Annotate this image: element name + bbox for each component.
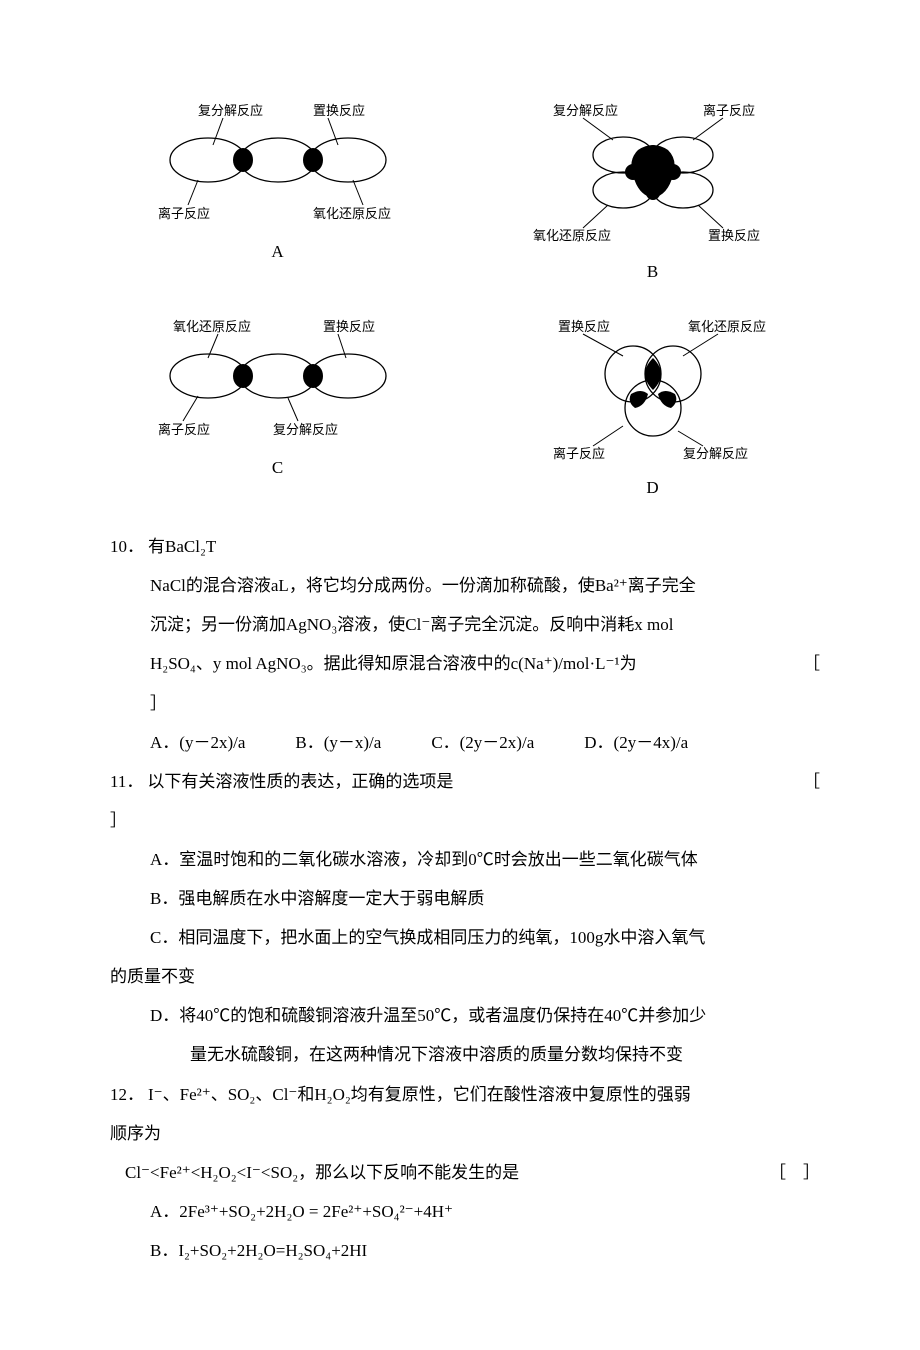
label: 置换反应	[708, 228, 760, 243]
q10-number: 10．	[110, 527, 144, 566]
page: 复分解反应 置换反应 离子反应 氧化还原反应 A 复分解反应 离子反应	[0, 0, 920, 1350]
q12-lead2: 顺序为	[110, 1114, 820, 1153]
diagram-letter: D	[485, 468, 820, 507]
q10-line2: 沉淀；另一份滴加AgNO₃溶液，使Cl⁻离子完全沉淀。反响中消耗x mol	[110, 605, 820, 644]
q11-number: 11．	[110, 762, 143, 801]
diagram-cell-d: 置换反应 氧化还原反应 离子反应 复分解反应 D	[485, 316, 820, 507]
diagram-grid: 复分解反应 置换反应 离子反应 氧化还原反应 A 复分解反应 离子反应	[110, 100, 820, 507]
question-11: 11． 以下有关溶液性质的表达，正确的选项是 ［	[110, 762, 820, 801]
diagram-d-svg: 置换反应 氧化还原反应 离子反应 复分解反应	[523, 316, 783, 466]
bracket: ［ ］	[769, 1153, 820, 1192]
q10-line1: NaCl的混合溶液aL，将它均分成两份。一份滴加称硫酸，使Ba²⁺离子完全	[110, 566, 820, 605]
diagram-c-svg: 氧化还原反应 置换反应 离子反应 复分解反应	[148, 316, 408, 446]
q12-opt-b: B．I₂+SO₂+2H₂O=H₂SO₄+2HI	[110, 1231, 820, 1270]
label: 离子反应	[158, 206, 210, 221]
q12-order-line: Cl⁻<Fe²⁺<H₂O₂<I⁻<SO₂，那么以下反响不能发生的是 ［ ］	[110, 1153, 820, 1192]
label: 氧化还原反应	[313, 206, 391, 221]
diagram-letter: C	[110, 448, 445, 487]
q11-opt-d: D．将40℃的饱和硫酸铜溶液升温至50℃，或者温度仍保持在40℃并参加少	[110, 996, 820, 1035]
diagram-a-svg: 复分解反应 置换反应 离子反应 氧化还原反应	[148, 100, 408, 230]
label: 离子反应	[703, 103, 755, 118]
q10-opt-b: B．(y－x)/a	[295, 723, 381, 762]
label: 复分解反应	[553, 103, 618, 118]
diagram-letter: B	[485, 252, 820, 291]
q10-opt-c: C．(2y－2x)/a	[431, 723, 534, 762]
label: 置换反应	[558, 319, 610, 334]
bracket-open: ［	[803, 644, 820, 683]
label: 离子反应	[553, 446, 605, 461]
diagram-b-svg: 复分解反应 离子反应 氧化还原反应 置换反应	[523, 100, 783, 250]
q10-opt-a: A．(y－2x)/a	[150, 723, 245, 762]
q12-number: 12．	[110, 1075, 144, 1114]
question-10: 10． 有BaCl₂T	[110, 527, 820, 566]
q11-opt-c2: 的质量不变	[110, 957, 820, 996]
label: 氧化还原反应	[173, 319, 251, 334]
q11-opt-a: A．室温时饱和的二氧化碳水溶液，冷却到0℃时会放出一些二氧化碳气体	[110, 840, 820, 879]
q11-bracket-close: ］	[110, 801, 820, 840]
question-12: 12． I⁻、Fe²⁺、SO₂、Cl⁻和H₂O₂均有复原性，它们在酸性溶液中复原…	[110, 1075, 820, 1114]
q10-options: A．(y－2x)/a B．(y－x)/a C．(2y－2x)/a D．(2y－4…	[110, 723, 820, 762]
diagram-cell-a: 复分解反应 置换反应 离子反应 氧化还原反应 A	[110, 100, 445, 291]
q10-line3: H₂SO₄、y mol AgNO₃。据此得知原混合溶液中的c(Na⁺)/mol·…	[110, 644, 820, 683]
q11-opt-c: C．相同温度下，把水面上的空气换成相同压力的纯氧，100g水中溶入氧气	[110, 918, 820, 957]
label: 置换反应	[313, 103, 365, 118]
label: 氧化还原反应	[688, 319, 766, 334]
label: 复分解反应	[198, 103, 263, 118]
diagram-letter: A	[110, 232, 445, 271]
label: 复分解反应	[273, 422, 338, 437]
q12-lead: I⁻、Fe²⁺、SO₂、Cl⁻和H₂O₂均有复原性，它们在酸性溶液中复原性的强弱	[148, 1075, 691, 1114]
q10-lead: 有BaCl₂T	[148, 527, 216, 566]
q11-lead: 以下有关溶液性质的表达，正确的选项是	[147, 762, 803, 801]
q12-order: Cl⁻<Fe²⁺<H₂O₂<I⁻<SO₂，那么以下反响不能发生的是	[125, 1163, 519, 1182]
label: 氧化还原反应	[533, 228, 611, 243]
q12-opt-a: A．2Fe³⁺+SO₂+2H₂O = 2Fe²⁺+SO₄²⁻+4H⁺	[110, 1192, 820, 1231]
q10-bracket-close-line: ］	[110, 684, 820, 723]
q10-line3-text: H₂SO₄、y mol AgNO₃。据此得知原混合溶液中的c(Na⁺)/mol·…	[150, 654, 637, 673]
diagram-cell-c: 氧化还原反应 置换反应 离子反应 复分解反应 C	[110, 316, 445, 507]
label: 置换反应	[323, 319, 375, 334]
label: 离子反应	[158, 422, 210, 437]
bracket-open: ［	[803, 762, 820, 801]
diagram-cell-b: 复分解反应 离子反应 氧化还原反应 置换反应 B	[485, 100, 820, 291]
q11-opt-d2: 量无水硫酸铜，在这两种情况下溶液中溶质的质量分数均保持不变	[110, 1035, 820, 1074]
label: 复分解反应	[683, 446, 748, 461]
q10-opt-d: D．(2y－4x)/a	[584, 723, 688, 762]
q11-opt-b: B．强电解质在水中溶解度一定大于弱电解质	[110, 879, 820, 918]
